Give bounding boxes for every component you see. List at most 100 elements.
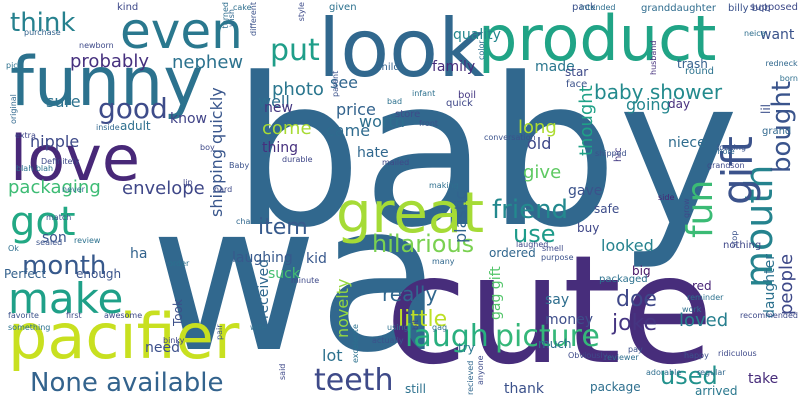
word-actually: actually: [372, 336, 404, 345]
word-first: first: [66, 311, 82, 320]
word-teeth: teeth: [314, 363, 393, 398]
word-chance: chance: [236, 217, 265, 226]
word-good: good: [98, 92, 168, 125]
word-durable: durable: [282, 155, 313, 164]
word-turned: turned: [221, 2, 230, 28]
word-redneck: redneck: [765, 59, 798, 68]
word-supposed: supposed: [750, 2, 798, 13]
word-friend: friend: [492, 195, 568, 225]
word-favorite: favorite: [8, 311, 39, 320]
word-use: use: [513, 220, 555, 248]
word-using: using: [387, 323, 409, 332]
word-probably: probably: [70, 51, 149, 72]
word-price: price: [336, 100, 376, 119]
word-month: month: [22, 251, 106, 281]
word-making: making: [429, 181, 459, 190]
word-billy-bob: billy bob: [728, 3, 771, 14]
word-came: came: [326, 121, 370, 140]
word-happy: happy: [684, 351, 709, 360]
word-original: original: [9, 94, 18, 124]
word-star: star: [565, 65, 588, 79]
word-enough: enough: [76, 267, 121, 281]
word-safe: safe: [594, 202, 619, 216]
word-infant: infant: [412, 89, 435, 98]
word-intended: intended: [580, 3, 616, 12]
word-newborn: newborn: [79, 41, 114, 50]
word-hate: hate: [357, 145, 389, 161]
word-bad: bad: [387, 97, 402, 106]
word-inside: inside: [96, 123, 120, 132]
word-take: take: [748, 371, 778, 387]
word-smell: smell: [542, 244, 563, 253]
word-item: item: [258, 215, 308, 240]
word-shipping-quickly: shipping quickly: [207, 87, 226, 217]
word-child: child: [376, 62, 400, 73]
word-adult: adult: [120, 119, 151, 133]
word-born: born: [780, 74, 798, 83]
word-thought: thought: [576, 85, 597, 156]
word-awesome: awesome: [104, 311, 142, 320]
word-order: order: [168, 259, 190, 268]
word-mouth: mouth: [737, 165, 781, 288]
word-conversation: conversation: [484, 133, 536, 142]
word-given: given: [329, 2, 357, 13]
word-style: style: [297, 2, 306, 21]
word-color: color: [477, 40, 486, 60]
word-laugh: laugh: [405, 319, 489, 354]
word-obviously: Obviously: [568, 351, 608, 360]
word-stop: stop: [730, 231, 739, 248]
word-make: make: [8, 274, 123, 323]
word-adorable: adorable: [646, 368, 681, 377]
word-different: different: [249, 2, 258, 36]
word-gift: gift: [713, 136, 762, 205]
word-work: work: [682, 305, 702, 314]
word-parent: parent: [331, 71, 340, 97]
word-nothing: nothing: [723, 240, 761, 251]
word-review: review: [74, 236, 101, 245]
word-day: day: [668, 97, 690, 111]
word-buy: buy: [577, 221, 599, 235]
word-nephew: nephew: [172, 52, 243, 73]
word-wife: wife: [250, 323, 267, 332]
word-package: package: [590, 380, 641, 394]
word-great: great: [336, 181, 484, 246]
word-family: family: [432, 59, 475, 75]
word-store: store: [395, 109, 420, 120]
word-suck: suck: [268, 266, 301, 282]
word-packaging: packaging: [8, 177, 101, 198]
word-baby: baby: [232, 35, 739, 273]
word-looked: looked: [601, 236, 654, 255]
word-sure: sure: [46, 92, 81, 111]
word-pay: pay: [628, 345, 643, 354]
word-match: match: [46, 213, 71, 222]
word-baby-shower: baby shower: [594, 80, 723, 104]
word-binky: binky: [163, 336, 185, 345]
word-anyone: anyone: [476, 355, 485, 385]
word-cute: cute: [385, 224, 714, 398]
word-recieved: recieved: [466, 361, 475, 395]
word-nipple: nipple: [30, 132, 79, 151]
word-ordered: ordered: [489, 246, 536, 260]
word-put: put: [270, 33, 320, 68]
word-baby: Baby: [229, 161, 249, 170]
word-people: people: [776, 254, 797, 315]
word-big: big: [632, 264, 651, 278]
word-whole: whole: [711, 147, 735, 156]
word-wish: wish: [227, 9, 236, 27]
word-give: give: [523, 162, 561, 183]
word-boy: boy: [200, 143, 215, 152]
word-long: long: [518, 117, 557, 138]
word-look: look: [318, 2, 485, 95]
word-got: got: [10, 199, 76, 245]
word-want: want: [760, 27, 795, 43]
word-quality: quality: [453, 27, 501, 43]
word-little: little: [398, 307, 447, 332]
word-pacifier: pacifier: [8, 300, 240, 373]
word-excelente: excelente: [351, 324, 360, 363]
word-red: red: [692, 279, 712, 293]
word-see: see: [330, 73, 358, 92]
word-extra: extra: [15, 131, 36, 140]
word-bought: bought: [767, 81, 797, 173]
word-gave: gave: [568, 183, 602, 199]
